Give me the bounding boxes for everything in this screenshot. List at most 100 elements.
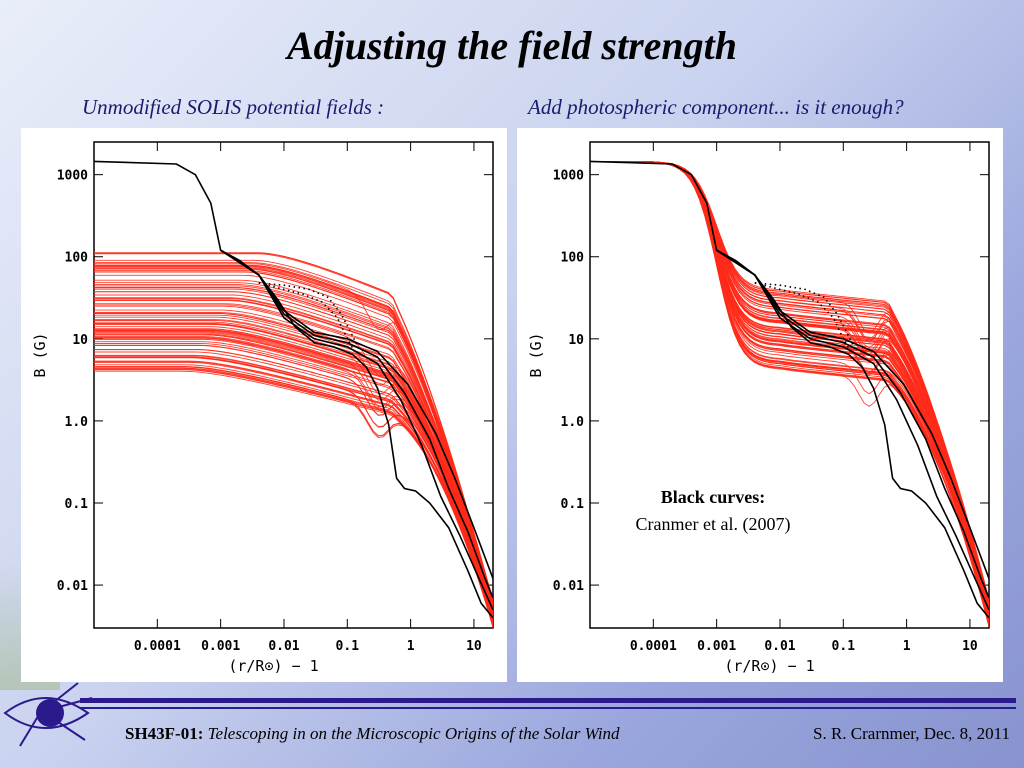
model-curve [590, 160, 989, 624]
model-curve [590, 160, 989, 618]
reference-curve [590, 160, 989, 619]
model-curve [94, 349, 493, 605]
model-curve [94, 356, 493, 615]
y-tick-label: 100 [65, 251, 89, 266]
model-curve [94, 321, 493, 604]
y-tick-label: 10 [72, 333, 88, 348]
model-curve [590, 160, 989, 615]
model-curve [590, 160, 989, 622]
model-curve [590, 160, 989, 625]
reference-curve [220, 249, 493, 611]
model-curve [94, 349, 493, 616]
model-curve [590, 160, 989, 627]
model-curve [94, 364, 493, 624]
model-curve [590, 160, 989, 624]
x-tick-label: 1 [903, 639, 911, 654]
model-curve [590, 160, 989, 617]
model-curve [590, 160, 989, 618]
model-curve [590, 160, 989, 619]
model-curve [94, 367, 493, 614]
y-tick-label: 1.0 [65, 415, 89, 430]
model-curve [94, 291, 493, 613]
model-curve [590, 160, 989, 611]
model-curve [590, 160, 989, 604]
plot-curves [590, 160, 989, 627]
model-curve [590, 160, 989, 620]
model-curve [590, 160, 989, 627]
model-curve [590, 160, 989, 616]
model-curve [590, 160, 989, 606]
model-curve [94, 338, 493, 603]
model-curve [94, 343, 493, 602]
model-curve [94, 300, 493, 617]
right-plot-panel: 0.0001 0.001 0.01 0.1 1 10 1000 100 10 1.0 0.1 0.01… [517, 128, 1003, 682]
x-axis-label: (r/R⊙) − 1 [724, 657, 814, 675]
footer-talk-info: SH43F-01: Telescoping in on the Microsco… [125, 724, 620, 744]
model-curve [590, 160, 989, 605]
solar-eye-logo-icon [3, 682, 93, 747]
model-curve [590, 160, 989, 616]
model-curve [94, 268, 493, 628]
model-curve [590, 160, 989, 621]
model-curve [94, 334, 493, 628]
footer-code: SH43F-01: [125, 724, 204, 743]
model-curve [590, 160, 989, 610]
model-curve [590, 160, 989, 607]
model-curve [590, 160, 989, 618]
y-tick-label: 1000 [57, 169, 88, 184]
y-tick-label: 10 [568, 333, 584, 348]
model-curve [590, 160, 989, 626]
model-curve [590, 160, 989, 618]
model-curve [590, 160, 989, 625]
reference-curve [220, 249, 493, 579]
model-curve [94, 252, 493, 609]
model-curve [94, 279, 493, 628]
model-curve [94, 313, 493, 613]
footer-rule-thick [80, 698, 1016, 703]
y-tick-label: 0.01 [57, 579, 88, 594]
model-curve [590, 160, 989, 626]
footer-author: S. R. Crarnmer, Dec. 8, 2011 [813, 724, 1010, 743]
model-curve [94, 355, 493, 618]
model-curve [94, 294, 493, 603]
model-curve [590, 160, 989, 602]
model-curve [590, 160, 989, 621]
model-curve [590, 160, 989, 615]
y-tick-label: 0.01 [553, 579, 584, 594]
model-curve [590, 160, 989, 618]
model-curve [590, 160, 989, 603]
y-tick-label: 0.1 [65, 497, 89, 512]
model-curve [590, 160, 989, 617]
reference-curve [716, 249, 989, 579]
model-curve [590, 160, 989, 616]
model-curve [590, 160, 989, 613]
slide-title: Adjusting the field strength [286, 23, 738, 68]
model-curve [590, 160, 989, 604]
model-curve [94, 337, 493, 624]
plot-curves [94, 160, 493, 628]
model-curve [590, 160, 989, 612]
model-curve [590, 160, 989, 619]
model-curve [590, 160, 989, 627]
model-curve [590, 160, 989, 617]
model-curve [590, 160, 989, 613]
model-curve [590, 160, 989, 614]
model-curve [590, 160, 989, 627]
model-curve [590, 160, 989, 605]
model-curve [94, 297, 493, 611]
model-curve [94, 341, 493, 626]
model-curve [94, 357, 493, 612]
x-tick-label: 0.0001 [134, 639, 181, 654]
model-curve [590, 160, 989, 609]
right-panel-caption: Add photospheric component... is it enou… [528, 95, 904, 119]
model-curve [590, 160, 989, 607]
model-curve [590, 160, 989, 607]
model-curve [590, 160, 989, 615]
reference-curve [716, 249, 989, 611]
x-tick-label: 10 [466, 639, 482, 654]
model-curve [590, 160, 989, 627]
x-tick-label: 0.0001 [630, 639, 677, 654]
model-curve [590, 160, 989, 623]
y-tick-label: 1.0 [561, 415, 585, 430]
model-curve [590, 160, 989, 613]
